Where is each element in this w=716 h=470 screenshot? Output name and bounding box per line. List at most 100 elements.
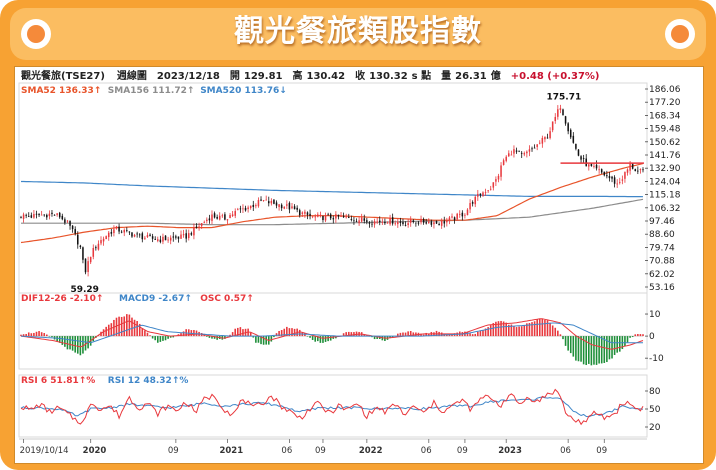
osc-bar bbox=[347, 331, 350, 337]
candle bbox=[293, 206, 296, 210]
candle bbox=[260, 199, 262, 201]
candle bbox=[141, 233, 144, 240]
osc-bar bbox=[138, 323, 141, 337]
candle bbox=[389, 217, 391, 225]
candle bbox=[22, 214, 25, 219]
sma520-line bbox=[21, 180, 644, 198]
legend-entry: MACD9 -2.67↑ bbox=[119, 294, 192, 304]
candle bbox=[53, 214, 56, 216]
candle bbox=[249, 205, 252, 209]
osc-bar bbox=[474, 333, 477, 337]
candle bbox=[206, 219, 208, 222]
osc-bar bbox=[43, 333, 46, 337]
candle bbox=[368, 222, 371, 224]
y-tick-label: 124.04 bbox=[649, 177, 681, 187]
osc-bar bbox=[397, 333, 399, 337]
osc-bar bbox=[120, 316, 123, 337]
candle bbox=[224, 214, 226, 220]
candle bbox=[115, 226, 118, 229]
candle bbox=[267, 201, 270, 204]
osc-bar bbox=[631, 336, 634, 338]
candle bbox=[102, 238, 105, 242]
candle bbox=[492, 182, 495, 188]
candle bbox=[298, 210, 301, 216]
osc-bar bbox=[422, 334, 425, 337]
osc-bar bbox=[56, 336, 58, 342]
candle bbox=[549, 131, 551, 139]
candle bbox=[533, 147, 536, 149]
candle bbox=[182, 234, 185, 236]
candle bbox=[146, 235, 149, 238]
candle bbox=[340, 216, 342, 217]
candle bbox=[523, 153, 526, 155]
osc-bar bbox=[513, 326, 515, 337]
candle bbox=[528, 149, 531, 152]
candle bbox=[541, 137, 544, 144]
candle bbox=[27, 216, 30, 218]
candle bbox=[363, 218, 366, 221]
osc-bar bbox=[180, 333, 182, 337]
candle bbox=[536, 144, 538, 147]
candle bbox=[175, 236, 177, 238]
candle bbox=[61, 215, 64, 220]
osc-bar bbox=[270, 336, 273, 342]
candle bbox=[544, 136, 546, 140]
osc-bar bbox=[606, 336, 608, 363]
osc-bar bbox=[402, 332, 404, 337]
osc-bar bbox=[549, 322, 551, 337]
candle bbox=[270, 200, 273, 204]
candle bbox=[510, 154, 513, 156]
candle bbox=[642, 169, 644, 171]
candle bbox=[211, 214, 213, 221]
candle bbox=[487, 190, 489, 192]
osc-bar bbox=[484, 328, 487, 337]
candle bbox=[595, 164, 598, 169]
osc-bar bbox=[172, 336, 175, 338]
candle bbox=[461, 212, 464, 217]
y-tick-label: 88.60 bbox=[649, 230, 675, 240]
osc-bar bbox=[71, 336, 74, 351]
candle bbox=[226, 219, 229, 221]
osc-bar bbox=[252, 336, 255, 338]
osc-bar bbox=[600, 336, 603, 364]
candle bbox=[58, 212, 61, 218]
candle bbox=[296, 207, 298, 210]
osc-bar bbox=[585, 336, 588, 366]
candle bbox=[162, 236, 164, 242]
candle bbox=[598, 169, 600, 171]
osc-bar bbox=[533, 321, 536, 337]
candle bbox=[448, 217, 451, 221]
banner bbox=[10, 8, 706, 60]
candle bbox=[322, 215, 324, 221]
candle bbox=[572, 135, 575, 143]
osc-bar bbox=[291, 328, 293, 337]
y-tick-label: 106.32 bbox=[649, 204, 681, 214]
osc-bar bbox=[469, 333, 471, 337]
candle bbox=[538, 142, 541, 144]
candle bbox=[172, 236, 175, 238]
osc-bar bbox=[249, 332, 252, 337]
candle bbox=[314, 216, 316, 218]
x-tick-label: 09 bbox=[596, 446, 607, 456]
osc-bar bbox=[283, 328, 286, 337]
candle bbox=[569, 129, 572, 138]
osc-bar bbox=[598, 336, 600, 364]
osc-bar bbox=[156, 336, 159, 343]
candle bbox=[231, 214, 234, 216]
candle bbox=[71, 225, 74, 230]
osc-bar bbox=[425, 332, 428, 337]
osc-bar bbox=[309, 336, 311, 338]
candle bbox=[577, 149, 580, 156]
candle bbox=[149, 234, 151, 236]
osc-bar bbox=[211, 336, 213, 339]
osc-bar bbox=[526, 323, 528, 337]
candle bbox=[376, 221, 378, 223]
osc-bar bbox=[577, 336, 580, 362]
osc-bar bbox=[572, 336, 575, 357]
osc-bar bbox=[236, 327, 239, 337]
chart-svg: 觀光餐旅(TSE27) 週線圖 2023/12/18 開 129.81 高 130.42 收 1… bbox=[18, 69, 681, 456]
osc-bar bbox=[311, 336, 314, 340]
candle bbox=[484, 192, 487, 194]
candle bbox=[327, 214, 329, 216]
candle bbox=[345, 216, 347, 218]
